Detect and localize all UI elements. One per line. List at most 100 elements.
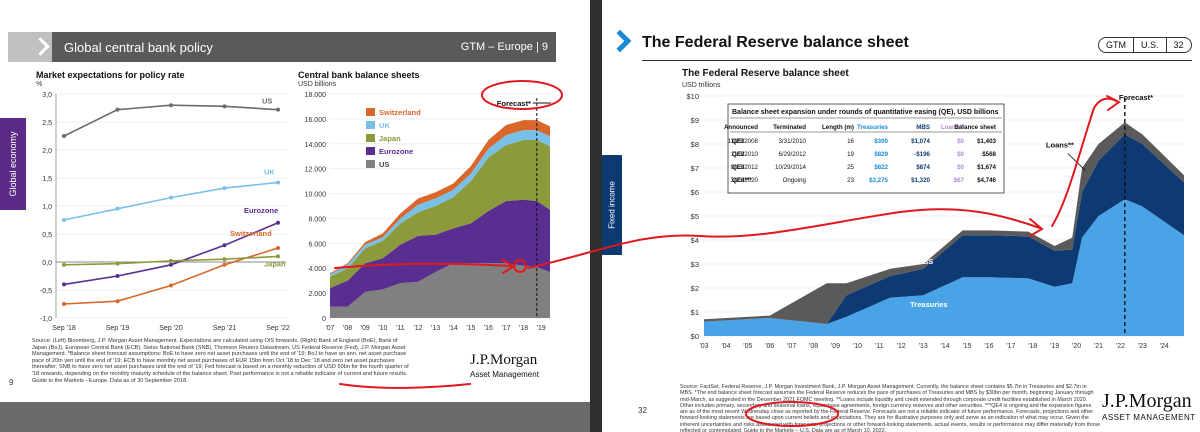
left-slide-title: Global central bank policy <box>64 40 213 55</box>
legend-swatch <box>366 134 375 142</box>
badge-part: 32 <box>1173 40 1184 50</box>
qe-table-cell: $4,746 <box>977 177 996 184</box>
left-brand-sub: Asset Management <box>470 370 539 379</box>
x-tick-label: '07 <box>787 343 796 350</box>
y-tick-label: $4 <box>691 236 699 245</box>
left-section-tab: Global economy <box>0 118 26 210</box>
annotation-arrowhead-connector <box>1029 218 1044 237</box>
series-label: UK <box>264 167 275 176</box>
forecast-label: Forecast* <box>497 99 531 108</box>
left-footnote: Source: (Left) Bloomberg, J.P. Morgan As… <box>32 338 409 384</box>
chevron-right-icon <box>8 32 52 62</box>
y-tick-label: 2,5 <box>42 120 52 127</box>
qe-table-frame <box>727 103 1005 194</box>
right-brand-sub: ASSET MANAGEMENT <box>1102 413 1196 422</box>
qe-table-cell: 11/3/2010 <box>731 151 759 158</box>
qe-column-header: Announced <box>724 124 758 131</box>
y-tick-label: $0 <box>691 332 699 341</box>
cb-chart-title: Central bank balance sheets <box>298 70 420 80</box>
legend-label: US <box>379 160 389 169</box>
badge-part: GTM <box>1099 38 1134 52</box>
qe-table-cell: $829 <box>874 151 888 158</box>
y-tick-label: 1,5 <box>42 176 52 183</box>
right-page-number: 32 <box>638 406 647 415</box>
series-label: Japan <box>264 259 286 268</box>
qe-table-cell: 10/29/2014 <box>775 164 807 171</box>
annotation-underline-left <box>339 383 471 389</box>
x-tick-label: '03 <box>699 343 708 350</box>
x-tick-label: '23 <box>1138 343 1147 350</box>
y-tick-label: 0 <box>322 316 326 323</box>
x-tick-label: Sep '19 <box>106 325 130 332</box>
legend-swatch <box>366 121 375 129</box>
area-series-japan <box>330 140 550 289</box>
x-tick-label: '05 <box>743 343 752 350</box>
y-tick-label: $2 <box>691 284 699 293</box>
x-tick-label: '04 <box>721 343 730 350</box>
x-tick-label: '11 <box>875 343 884 350</box>
x-tick-label: '13 <box>431 325 440 332</box>
data-point <box>169 195 173 200</box>
badge-part: U.S. <box>1134 38 1167 52</box>
data-point <box>115 274 120 278</box>
fed-balance-chart: $0 $1 $2 $3 $4 $5 $6 $7 $8 $9 $10 '03 '04 '05 '06 '07 '0… <box>686 92 1184 350</box>
right-brand-name: J.P.Morgan <box>1102 390 1192 412</box>
y-tick-label: 8.000 <box>308 216 326 223</box>
y-tick-label: -1,0 <box>40 316 52 323</box>
annotation-arrowhead-peak <box>1106 95 1121 111</box>
data-point <box>169 262 173 267</box>
data-point <box>115 299 120 304</box>
legend-label: Japan <box>379 134 401 143</box>
qe-table-cell: QE4*** <box>732 177 752 184</box>
data-point <box>222 257 227 262</box>
annotation-arrow-left <box>334 262 511 269</box>
right-slide-title: The Federal Reserve balance sheet <box>642 34 909 51</box>
qe-table-cell: $568 <box>982 151 996 158</box>
legend-swatch <box>366 147 375 155</box>
area-series-us <box>330 263 550 318</box>
data-point <box>169 283 173 288</box>
qe-table-cell: 16 <box>847 138 854 145</box>
y-tick-label: $9 <box>691 116 699 125</box>
qe-column-header: Loans** <box>941 124 965 131</box>
x-tick-label: '19 <box>537 325 546 332</box>
x-tick-label: '12 <box>897 343 906 350</box>
qe-table-cell: 9/13/2012 <box>730 164 758 171</box>
x-tick-label: '19 <box>1050 343 1059 350</box>
x-tick-label: '17 <box>1006 343 1015 350</box>
qe-column-header: MBS <box>916 124 930 131</box>
x-tick-label: '07 <box>325 325 334 332</box>
qe-table-cell: $1,674 <box>977 164 996 171</box>
y-tick-label: $7 <box>691 164 699 173</box>
series-label: Eurozone <box>244 206 278 215</box>
annotation-circle-point <box>513 259 527 273</box>
y-tick-label: 16.000 <box>305 117 327 124</box>
x-tick-label: '10 <box>378 325 387 332</box>
x-tick-label: '16 <box>984 343 993 350</box>
y-tick-label: $10 <box>686 92 699 101</box>
right-brand-logo: J.P.Morgan ASSET MANAGEMENT <box>1102 390 1196 422</box>
data-point <box>115 261 120 266</box>
qe-table-cell: 19 <box>847 151 854 158</box>
data-point <box>276 220 280 225</box>
qe-table-cell: $1,320 <box>911 177 930 184</box>
annotation-circle-date <box>745 401 839 427</box>
x-tick-label: Sep '21 <box>213 325 237 332</box>
area-series-switzerland <box>330 120 550 275</box>
y-tick-label: 1,0 <box>42 204 52 211</box>
qe-table-cell: $300 <box>874 138 888 145</box>
right-slide-badge: GTM U.S. 32 <box>1098 37 1192 53</box>
series-label: Switzerland <box>230 229 272 238</box>
left-slide: Global economy Global central bank polic… <box>0 0 590 402</box>
legend-label: UK <box>379 121 390 130</box>
x-tick-label: Sep '18 <box>52 325 76 332</box>
legend-swatch <box>366 108 375 116</box>
qe-table-cell: QE1 <box>732 138 745 145</box>
x-tick-label: '15 <box>466 325 475 332</box>
qe-table-cell: -$196 <box>914 151 930 158</box>
qe-table-cell: QE2 <box>732 151 745 158</box>
data-point <box>62 218 66 222</box>
y-tick-label: $6 <box>691 188 699 197</box>
policy-chart-title: Market expectations for policy rate <box>36 70 185 80</box>
qe-table-cell: 23 <box>847 177 854 184</box>
